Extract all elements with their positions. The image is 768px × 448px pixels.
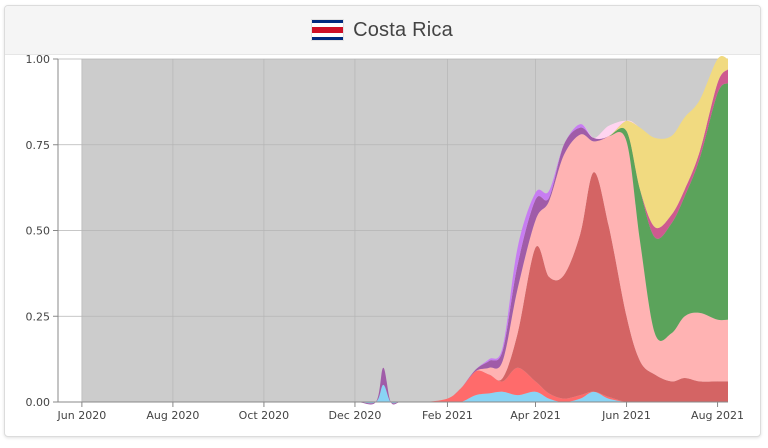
chart-header: Costa Rica <box>5 6 760 55</box>
x-tick-label: Feb 2021 <box>422 409 473 422</box>
x-tick-label: Aug 2020 <box>146 409 199 422</box>
y-tick-label: 0.25 <box>26 310 51 323</box>
flag-stripe <box>312 36 344 40</box>
flag-stripe <box>312 20 344 24</box>
y-tick-label: 0.75 <box>26 139 51 152</box>
x-axis-ticks: Jun 2020 Aug 2020 Oct 2020 Dec 2020 Feb 2021… <box>57 402 744 422</box>
costa-rica-flag-icon <box>312 20 344 40</box>
area-series-4 <box>58 131 728 404</box>
x-tick-label: Aug 2021 <box>691 409 744 422</box>
y-tick-label: 0.00 <box>26 396 51 409</box>
stacked-areas <box>58 55 728 405</box>
flag-stripe <box>312 33 344 37</box>
flag-stripe <box>312 26 344 34</box>
y-tick-label: 1.00 <box>26 53 51 66</box>
x-tick-label: Jun 2020 <box>57 409 107 422</box>
x-tick-label: Jun 2021 <box>601 409 651 422</box>
area-series-3 <box>58 172 728 404</box>
page-title: Costa Rica <box>353 18 453 41</box>
x-tick-label: Oct 2020 <box>239 409 290 422</box>
x-tick-label: Dec 2020 <box>329 409 382 422</box>
flag-stripe <box>312 23 344 27</box>
y-axis-ticks: 0.00 0.25 0.50 0.75 1.00 <box>26 53 58 409</box>
x-tick-label: Apr 2021 <box>510 409 561 422</box>
y-tick-label: 0.50 <box>26 225 51 238</box>
area-series-1 <box>58 384 728 404</box>
